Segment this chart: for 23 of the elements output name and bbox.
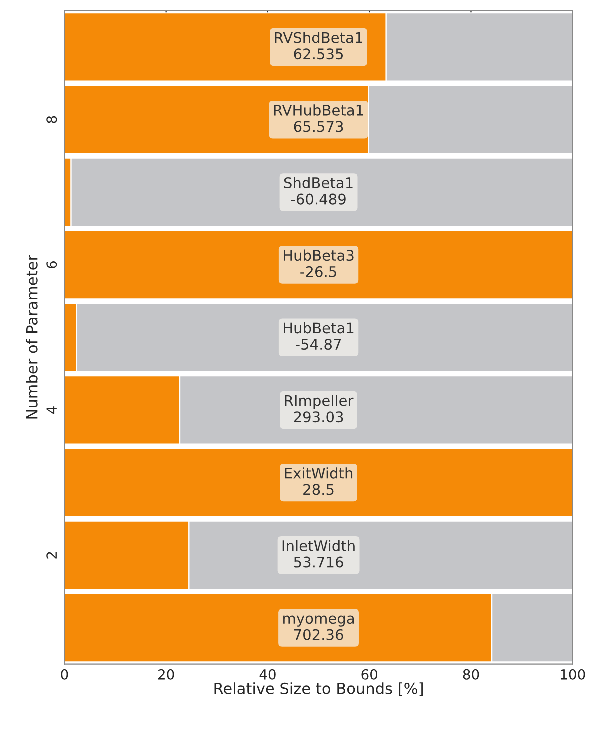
y-axis-title: Number of Parameter (26, 254, 38, 419)
y-tick-label: 8 (46, 116, 58, 124)
y-tick-label: 4 (46, 406, 57, 414)
y-tick-label: 2 (46, 552, 57, 559)
data-label: InletWidth 53.716 (282, 540, 355, 568)
data-label: RVHubBeta1 65.573 (274, 104, 364, 132)
x-axis-title: Relative Size to Bounds [%] (214, 682, 423, 696)
x-tick-label: 80 (463, 669, 480, 680)
data-label: RImpeller 293.03 (285, 394, 354, 423)
data-label: ExitWidth 28.5 (285, 468, 353, 496)
data-label: HubBeta1 -54.87 (284, 322, 354, 350)
data-label: HubBeta3 -26.5 (284, 250, 354, 278)
x-tick-label: 60 (362, 669, 378, 680)
data-label: myomega 702.36 (284, 616, 354, 640)
bar (64, 230, 573, 300)
x-tick-label: 100 (561, 669, 586, 680)
data-label: RVShdBeta1 62.535 (275, 32, 362, 60)
y-tick-label: 6 (46, 261, 58, 268)
x-tick-label: 20 (158, 669, 174, 680)
x-tick-label: 0 (61, 669, 68, 680)
data-label: ShdBeta1 -60.489 (284, 177, 353, 205)
bar (64, 448, 573, 518)
x-tick-label: 40 (260, 669, 276, 680)
